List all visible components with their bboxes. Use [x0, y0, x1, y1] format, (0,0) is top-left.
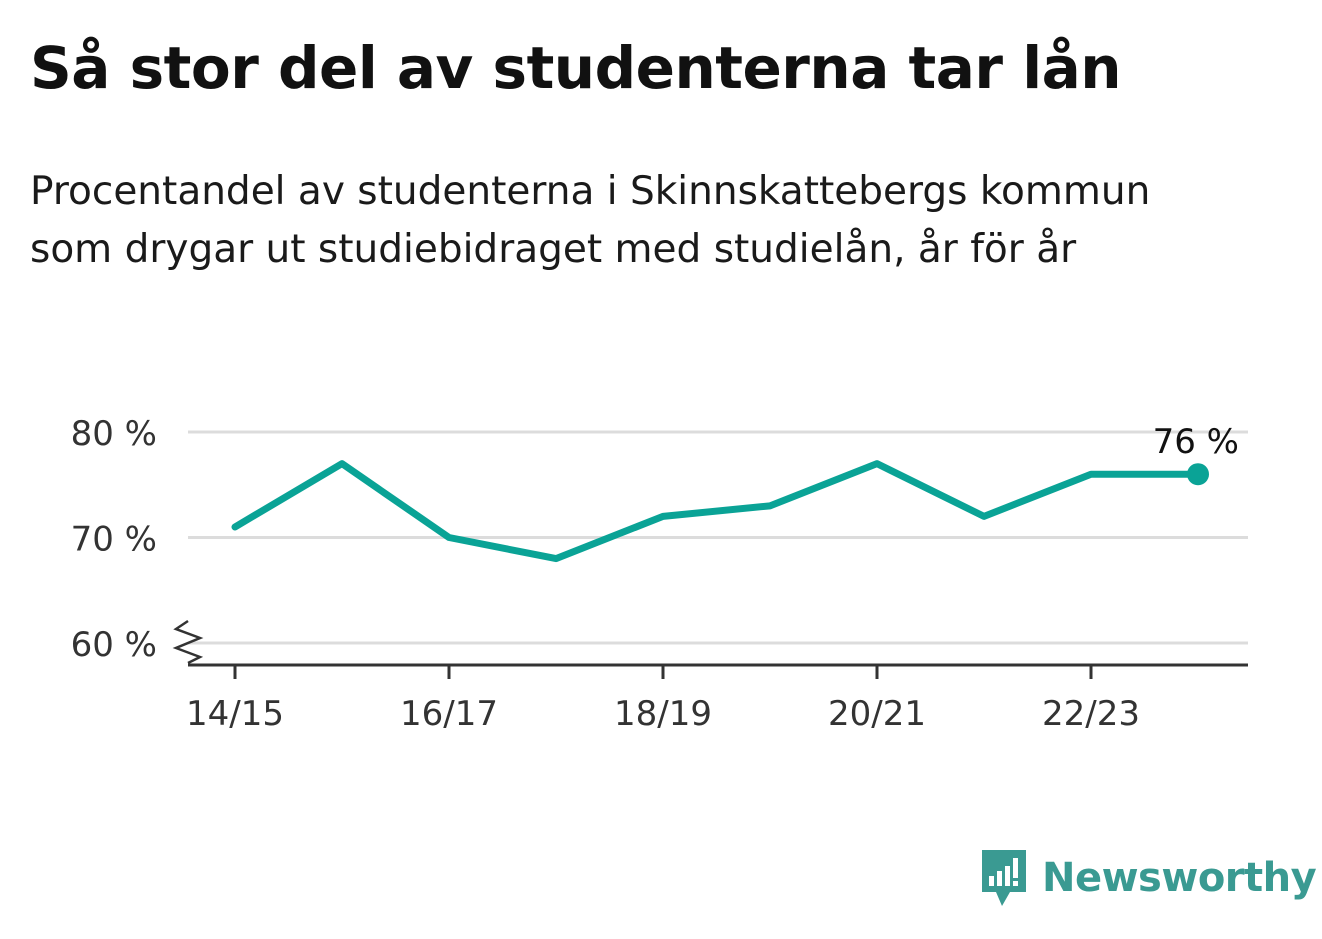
x-tick-label: 18/19	[614, 694, 712, 734]
series-line	[231, 460, 1202, 563]
last-value-label: 76 %	[1153, 422, 1239, 462]
newsworthy-logo-icon	[982, 850, 1026, 906]
axes	[172, 619, 1248, 679]
axis-break-icon	[172, 619, 204, 665]
series-line-group	[231, 460, 1209, 563]
grid-lines	[188, 430, 1248, 645]
brand-logo: Newsworthy	[980, 848, 1317, 908]
last-point-marker	[1187, 463, 1209, 486]
x-tick-label: 16/17	[400, 694, 498, 734]
subtitle-line-1: Procentandel av studenterna i Skinnskatt…	[30, 169, 1151, 214]
brand-name: Newsworthy	[1042, 855, 1317, 901]
y-tick-label: 60 %	[71, 625, 157, 665]
y-tick-label: 70 %	[71, 520, 157, 560]
labels: 60 % 70 % 80 % 14/15 16/17 18/19 20/21 22/23 76 …	[71, 414, 1239, 734]
x-tick-label: 14/15	[186, 694, 284, 734]
chart-subtitle: Procentandel av studenterna i Skinnskatt…	[30, 163, 1290, 279]
x-tick-label: 22/23	[1042, 694, 1140, 734]
chart-title: Så stor del av studenterna tar lån	[30, 34, 1122, 102]
subtitle-line-2: som drygar ut studiebidraget med studiel…	[30, 227, 1077, 272]
y-tick-label: 80 %	[71, 414, 157, 454]
x-tick-label: 20/21	[828, 694, 926, 734]
